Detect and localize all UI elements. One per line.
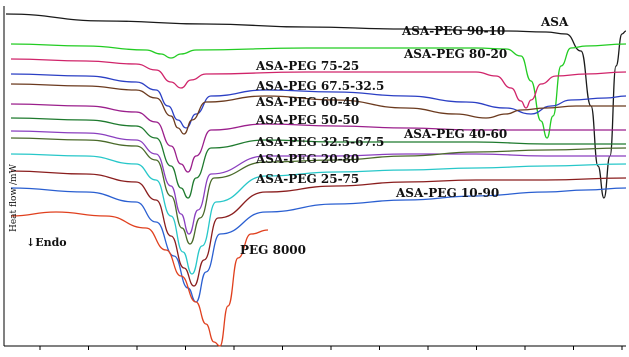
series-label-asa-peg-90-10: ASA-PEG 90-10 <box>401 24 505 38</box>
series-label-asa-peg-20-80: ASA-PEG 20-80 <box>255 152 359 166</box>
series-label-peg-8000: PEG 8000 <box>240 243 306 257</box>
series-line-asa-peg-25-75 <box>10 170 627 287</box>
series-label-asa-peg-40-60: ASA-PEG 40-60 <box>403 127 507 141</box>
series-label-asa-peg-75-25: ASA-PEG 75-25 <box>255 59 359 73</box>
series-line-asa-peg-67-5-32-5 <box>10 83 626 135</box>
y-axis-label: Heat flow /mW <box>9 163 19 232</box>
endo-annotation: ↓Endo <box>26 236 67 249</box>
series-line-asa-peg-40-60 <box>10 137 627 245</box>
series-label-asa: ASA <box>540 15 569 29</box>
series-line-peg-8000 <box>10 211 269 347</box>
series-label-asa-peg-32-5-67-5: ASA-PEG 32.5-67.5 <box>255 135 384 149</box>
series-line-asa-peg-32-5-67-5 <box>10 130 626 235</box>
series-line-asa-peg-50-50 <box>10 117 626 199</box>
series-line-asa-peg-75-25 <box>10 73 627 129</box>
series-line-asa-peg-60-40 <box>10 103 626 173</box>
series-label-asa-peg-50-50: ASA-PEG 50-50 <box>255 113 359 127</box>
series-line-asa-peg-10-90 <box>10 187 627 303</box>
series-line-asa-peg-90-10 <box>10 43 627 139</box>
series-label-asa-peg-67-5-32-5: ASA-PEG 67.5-32.5 <box>255 79 384 93</box>
series-line-asa-peg-20-80 <box>10 153 627 275</box>
series-line-asa <box>5 13 627 199</box>
series-label-asa-peg-25-75: ASA-PEG 25-75 <box>255 172 359 186</box>
series-label-asa-peg-10-90: ASA-PEG 10-90 <box>395 186 499 200</box>
series-label-asa-peg-80-20: ASA-PEG 80-20 <box>403 47 507 61</box>
series-label-asa-peg-60-40: ASA-PEG 60-40 <box>255 95 359 109</box>
series-line-asa-peg-80-20 <box>10 58 627 109</box>
